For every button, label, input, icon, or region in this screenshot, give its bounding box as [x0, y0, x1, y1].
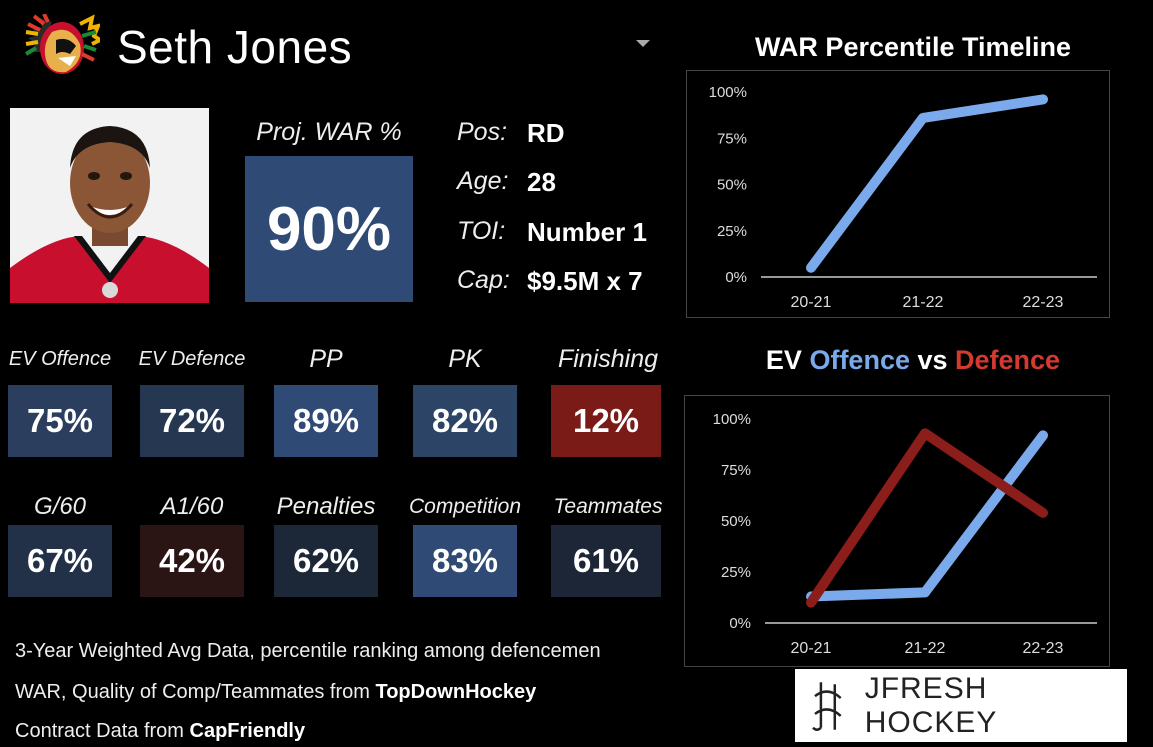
age-label: Age: [457, 167, 509, 195]
stat-label-ev-defence: EV Defence [138, 348, 246, 370]
proj-war-value: 90% [245, 156, 413, 302]
chart-2-ytick-label: 75% [721, 462, 751, 479]
stat-value-ev-offence: 75% [8, 385, 112, 457]
chart-2-title: EV Offence vs Defence [690, 345, 1136, 376]
war-percentile-chart: 0% 25% 50% 75% 100% 20-21 21-22 22-23 [686, 70, 1110, 318]
proj-war-label: Proj. WAR % [256, 118, 402, 146]
cap-label: Cap: [457, 266, 510, 294]
stat-value-pk: 82% [413, 385, 517, 457]
footer-line-1: 3-Year Weighted Avg Data, percentile ran… [15, 640, 601, 662]
stat-label-penalties: Penalties [276, 493, 376, 520]
pos-label: Pos: [457, 118, 508, 146]
chart-1-series-0-line [806, 94, 1048, 273]
player-name: Seth Jones [117, 21, 353, 73]
stat-label-teammates: Teammates [553, 495, 663, 518]
chart-2-title-part-offence: Offence [809, 345, 910, 375]
footer-line-3: Contract Data from CapFriendly [15, 720, 305, 743]
chart-2-series-1-line [806, 428, 1048, 608]
footer-line-3-prefix: Contract Data from [15, 720, 190, 742]
brand-box: JFRESH HOCKEY [795, 669, 1127, 742]
blackhawks-logo-icon [24, 14, 100, 74]
toi-value: Number 1 [527, 217, 647, 247]
chart-1-ytick-label: 0% [725, 269, 747, 286]
chart-1-title: WAR Percentile Timeline [754, 32, 1072, 62]
caret-down-icon[interactable] [636, 40, 650, 47]
stat-value-penalties: 62% [274, 525, 378, 597]
chart-1-xtick-label: 20-21 [791, 294, 832, 311]
stat-label-ev-offence: EV Offence [8, 348, 112, 370]
chart-1-ytick-label: 75% [717, 130, 747, 147]
chart-1-ytick-label: 50% [717, 177, 747, 194]
player-photo [10, 108, 209, 303]
chart-2-title-part-defence: Defence [955, 345, 1061, 375]
chart-1-xtick-label: 22-23 [1023, 294, 1064, 311]
stat-label-a160: A1/60 [160, 493, 224, 520]
capfriendly-link: CapFriendly [189, 720, 306, 742]
ev-offence-defence-chart: 0% 25% 50% 75% 100% 20-21 21-22 22-23 [684, 395, 1110, 667]
stat-value-ev-defence: 72% [140, 385, 244, 457]
chart-1-ytick-label: 100% [709, 84, 747, 101]
chart-2-xtick-label: 22-23 [1023, 640, 1064, 657]
stat-label-g60: G/60 [33, 493, 87, 520]
footer-line-2-prefix: WAR, Quality of Comp/Teammates from [15, 681, 376, 703]
jfresh-logo-icon [812, 681, 842, 731]
chart-2-title-part-ev: EV [765, 345, 810, 375]
stat-value-g60: 67% [8, 525, 112, 597]
chart-2-series-0-line [806, 430, 1048, 602]
chart-2-ytick-label: 100% [713, 411, 751, 428]
chart-2-xtick-label: 20-21 [791, 640, 832, 657]
chart-1-xtick-label: 21-22 [903, 294, 944, 311]
stat-value-pp: 89% [274, 385, 378, 457]
stat-label-pk: PK [448, 345, 482, 373]
stat-label-finishing: Finishing [557, 345, 659, 373]
cap-value: $9.5M x 7 [527, 266, 643, 296]
age-value: 28 [527, 167, 556, 197]
chart-2-ytick-label: 50% [721, 513, 751, 530]
stat-value-finishing: 12% [551, 385, 661, 457]
footer-line-2: WAR, Quality of Comp/Teammates from TopD… [15, 681, 536, 704]
chart-2-title-part-vs: vs [909, 345, 956, 375]
chart-2-ytick-label: 25% [721, 564, 751, 581]
brand-text: JFRESH HOCKEY [864, 671, 998, 739]
chart-2-ytick-label: 0% [729, 615, 751, 632]
chart-1-ytick-label: 25% [717, 223, 747, 240]
chart-2-xtick-label: 21-22 [905, 640, 946, 657]
pos-value: RD [527, 118, 565, 148]
player-photo-icon [10, 108, 209, 303]
stat-label-pp: PP [309, 345, 343, 373]
topdownhockey-link: TopDownHockey [375, 681, 537, 703]
stat-label-competition: Competition [408, 495, 522, 518]
stat-value-teammates: 61% [551, 525, 661, 597]
toi-label: TOI: [457, 217, 506, 245]
stat-value-a160: 42% [140, 525, 244, 597]
stat-value-competition: 83% [413, 525, 517, 597]
